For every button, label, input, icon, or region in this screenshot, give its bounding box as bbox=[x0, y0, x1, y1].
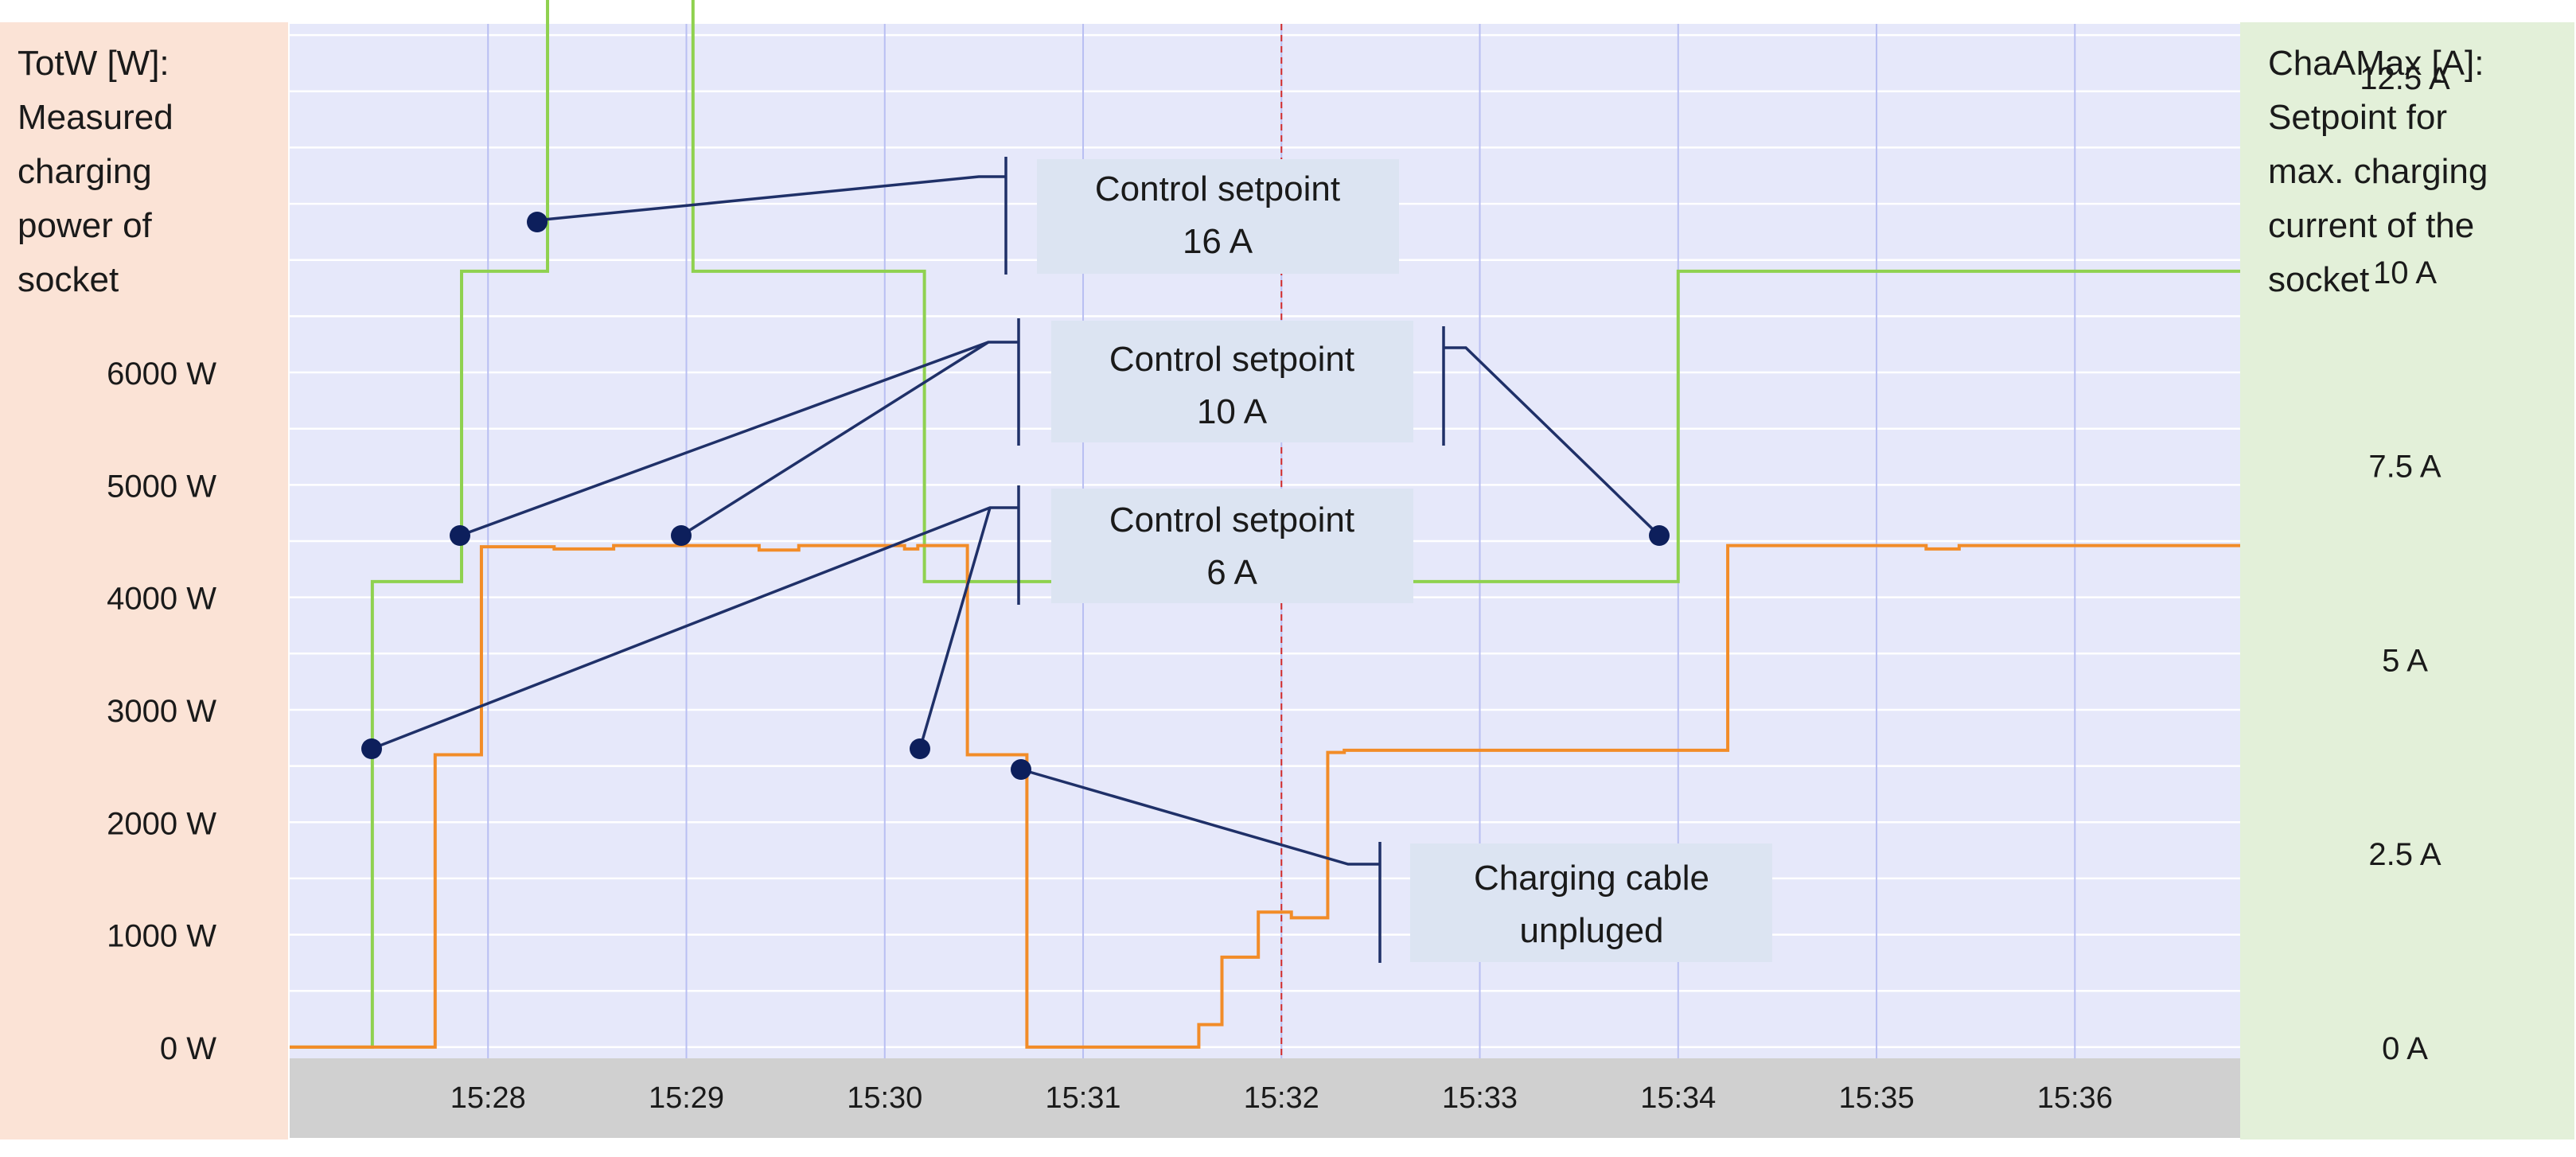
annotation-10a-line2: 10 A bbox=[1197, 392, 1268, 431]
chaamax-setpoint-line bbox=[290, 0, 2240, 1049]
annotation-16a-line1: Control setpoint bbox=[1095, 169, 1340, 208]
left-axis-panel bbox=[0, 22, 288, 1139]
right-tick-label: 5 A bbox=[2382, 643, 2428, 678]
x-axis-ticks: 15:28 15:29 15:30 15:31 15:32 15:33 15:34 15:35… bbox=[450, 1081, 2113, 1115]
x-tick-label: 15:34 bbox=[1640, 1081, 1716, 1115]
right-axis-title-line: max. charging bbox=[2268, 152, 2488, 191]
left-axis-title-line: charging bbox=[18, 152, 152, 191]
left-tick-label: 5000 W bbox=[107, 469, 216, 504]
x-tick-label: 15:28 bbox=[450, 1081, 526, 1115]
right-axis-title-line: Setpoint for bbox=[2268, 98, 2447, 137]
annotation-10a-line1: Control setpoint bbox=[1109, 340, 1354, 379]
right-tick-label: 10 A bbox=[2373, 255, 2437, 290]
left-tick-label: 0 W bbox=[160, 1031, 216, 1066]
leader-10a-b bbox=[680, 341, 989, 537]
left-axis-title-line: Measured bbox=[18, 98, 173, 137]
left-axis-ticks: 0 W 1000 W 2000 W 3000 W 4000 W 5000 W 6000 W bbox=[107, 356, 216, 1066]
leader-16a bbox=[527, 175, 1006, 223]
left-tick-label: 6000 W bbox=[107, 356, 216, 392]
left-axis-title-line: TotW [W]: bbox=[18, 44, 170, 83]
x-tick-label: 15:32 bbox=[1244, 1081, 1319, 1115]
annotation-10a-box bbox=[1051, 321, 1413, 442]
callout-leaders bbox=[371, 157, 1661, 963]
annotation-cable-line1: Charging cable bbox=[1474, 859, 1709, 898]
x-tick-label: 15:30 bbox=[847, 1081, 922, 1115]
x-tick-label: 15:35 bbox=[1838, 1081, 1914, 1115]
left-tick-label: 3000 W bbox=[107, 694, 216, 729]
totw-power-line bbox=[290, 543, 2240, 1049]
annotation-cable-box bbox=[1410, 843, 1772, 962]
right-tick-label: 2.5 A bbox=[2368, 837, 2442, 872]
left-tick-label: 4000 W bbox=[107, 582, 216, 617]
left-axis-title-line: socket bbox=[18, 260, 119, 299]
marker-16a bbox=[527, 212, 548, 232]
leader-10a-c bbox=[1444, 346, 1661, 537]
marker-6a-start bbox=[361, 738, 382, 759]
right-tick-label: 12.5 A bbox=[2360, 61, 2450, 96]
annotation-cable: Charging cable unpluged bbox=[1410, 843, 1772, 962]
leader-cable bbox=[1020, 768, 1380, 866]
annotation-6a-box bbox=[1051, 489, 1413, 603]
left-axis-title-line: power of bbox=[18, 206, 153, 245]
right-axis-title: ChaAMax [A]: Setpoint for max. charging … bbox=[2268, 44, 2498, 299]
x-axis-band bbox=[290, 1058, 2240, 1138]
annotation-16a: Control setpoint 16 A bbox=[1037, 159, 1399, 274]
leader-6a-b bbox=[918, 507, 992, 750]
right-axis-ticks: 0 A 2.5 A 5 A 7.5 A 10 A 12.5 A bbox=[2360, 61, 2450, 1066]
x-tick-label: 15:31 bbox=[1045, 1081, 1120, 1115]
right-axis-panel bbox=[2240, 22, 2574, 1139]
marker-6a-second bbox=[910, 738, 930, 759]
annotation-6a: Control setpoint 6 A bbox=[1051, 489, 1413, 603]
x-tick-label: 15:33 bbox=[1442, 1081, 1518, 1115]
left-tick-label: 2000 W bbox=[107, 806, 216, 841]
right-tick-label: 7.5 A bbox=[2368, 450, 2442, 485]
marker-10a-first bbox=[450, 525, 470, 546]
right-axis-title-line: current of the bbox=[2268, 206, 2474, 245]
right-tick-label: 0 A bbox=[2382, 1031, 2428, 1066]
annotation-16a-box bbox=[1037, 159, 1399, 274]
right-axis-title-line: ChaAMax [A]: bbox=[2268, 44, 2484, 83]
x-tick-label: 15:29 bbox=[649, 1081, 724, 1115]
marker-10a-third bbox=[1649, 525, 1670, 546]
annotation-6a-line2: 6 A bbox=[1206, 553, 1257, 592]
right-axis-title-line: socket bbox=[2268, 260, 2369, 299]
annotation-6a-line1: Control setpoint bbox=[1109, 501, 1354, 540]
left-axis-title: TotW [W]: Measured charging power of soc… bbox=[18, 44, 183, 299]
setpoint-markers bbox=[361, 212, 1670, 780]
marker-10a-second bbox=[671, 525, 692, 546]
marker-cable-unplugged bbox=[1011, 759, 1031, 780]
x-tick-label: 15:36 bbox=[2037, 1081, 2113, 1115]
left-tick-label: 1000 W bbox=[107, 919, 216, 954]
annotation-16a-line2: 16 A bbox=[1183, 222, 1253, 261]
annotation-cable-line2: unpluged bbox=[1519, 911, 1663, 950]
annotation-10a: Control setpoint 10 A bbox=[1051, 321, 1413, 442]
